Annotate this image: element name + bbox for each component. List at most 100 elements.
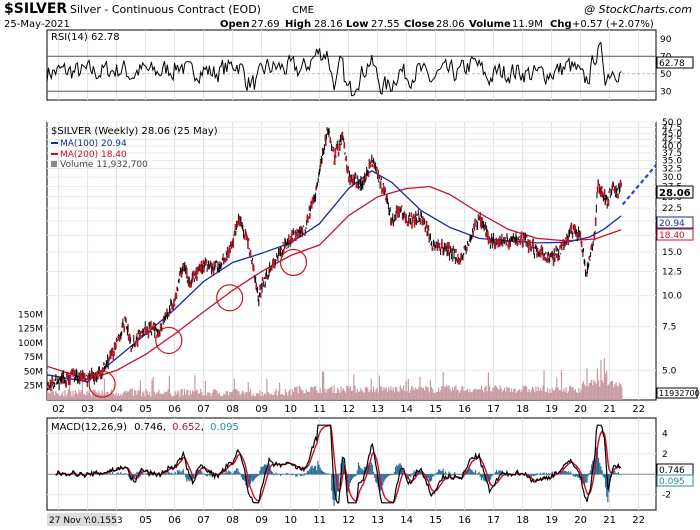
price-bar-red	[150, 321, 152, 329]
macd-x-tick-label: 20	[574, 515, 587, 526]
macd-hist-bar	[615, 473, 617, 475]
price-bar-red	[303, 233, 306, 236]
price-bar-red	[71, 369, 73, 374]
price-bar-red	[80, 370, 82, 381]
volume-bar	[495, 386, 498, 400]
volume-bar	[604, 373, 607, 400]
macd-hist-bar	[580, 474, 582, 479]
price-bar-red	[67, 379, 70, 386]
price-bar-red	[172, 305, 175, 310]
volume-bar	[163, 393, 165, 400]
volume-bar	[454, 386, 456, 400]
macd-y-tick: 4	[662, 429, 668, 439]
volume-bar	[428, 392, 430, 400]
volume-bar	[181, 388, 183, 400]
price-bar-red	[187, 278, 190, 287]
volume-bar	[274, 391, 276, 400]
volume-bar	[522, 385, 524, 400]
volume-bar	[301, 389, 303, 400]
price-bar-red	[527, 245, 530, 254]
volume-bar	[555, 387, 557, 400]
macd-hist-bar	[299, 474, 302, 477]
macd-hist-bar	[591, 464, 593, 475]
volume-bar	[194, 375, 196, 400]
price-y-tick: 22.5	[662, 204, 682, 214]
volume-bar	[453, 390, 455, 400]
rsi-y-tick: 30	[660, 87, 672, 97]
macd-hist-bar	[167, 470, 169, 475]
price-bar-red	[147, 327, 149, 333]
volume-bar	[285, 392, 288, 400]
volume-bar	[345, 392, 347, 400]
price-bar-red	[597, 179, 600, 187]
macd-hist-bar	[359, 465, 361, 475]
price-bar-red	[560, 242, 563, 248]
volume-bar	[533, 388, 535, 400]
volume-bar	[248, 392, 251, 400]
macd-hist-bar	[270, 470, 273, 475]
rsi-y-tick: 90	[660, 35, 672, 45]
price-bar-red	[83, 373, 86, 380]
macd-hist-bar	[548, 472, 550, 475]
macd-hist-bar	[265, 464, 267, 475]
price-bar-red	[136, 338, 139, 347]
volume-bar	[414, 387, 416, 400]
price-bar-red	[520, 231, 523, 239]
volume-bar	[530, 390, 532, 400]
price-bar-red	[422, 222, 425, 226]
brand-logo: @ StockCharts.com	[584, 3, 692, 16]
svg-text:MACD(12,26,9) 0.746,: MACD(12,26,9) 0.746, 0.652, 0.095	[51, 422, 239, 433]
macd-hist-bar	[430, 474, 433, 481]
macd-hist-bar	[486, 474, 488, 483]
volume-bar	[203, 395, 205, 400]
volume-bar	[497, 388, 499, 400]
price-bar-red	[202, 260, 205, 265]
price-bar-red	[354, 174, 357, 179]
macd-hist-bar	[208, 474, 210, 475]
volume-bar	[411, 385, 413, 400]
macd-hist-bar	[111, 472, 114, 475]
price-bar-red	[508, 241, 510, 250]
macd-hist-bar	[147, 474, 150, 477]
volume-bar	[488, 386, 491, 400]
volume-bar	[471, 391, 473, 400]
macd-hist-bar	[317, 460, 319, 475]
volume-bar	[556, 377, 558, 400]
macd-hist-bar	[169, 473, 172, 475]
volume-bar	[289, 389, 291, 400]
price-bar-red	[479, 212, 482, 220]
macd-hist-bar	[497, 472, 499, 475]
price-y-tick: 45.0	[662, 129, 682, 139]
macd-hist-bar	[565, 471, 567, 475]
price-bar-red	[180, 271, 183, 278]
volume-bar	[507, 387, 509, 400]
volume-bar	[520, 391, 522, 400]
volume-bar	[602, 382, 604, 400]
price-bar-red	[385, 196, 388, 202]
volume-bar	[501, 391, 503, 400]
volume-bar	[281, 393, 283, 400]
price-bar-red	[536, 253, 538, 258]
price-bar-red	[116, 339, 118, 342]
price-bar-red	[124, 317, 127, 322]
price-bar-red	[601, 187, 603, 189]
price-bar-red	[466, 246, 468, 252]
macd-hist-bar	[611, 472, 614, 475]
grid-lines	[47, 30, 656, 510]
volume-bar	[527, 391, 529, 400]
price-bar-red	[198, 264, 201, 271]
macd-hist-bar	[320, 469, 322, 475]
price-tags: 28.06 20.94 18.40 11932700	[656, 185, 700, 399]
price-bar-red	[185, 268, 188, 279]
price-y-tick: 40.0	[662, 142, 682, 152]
macd-x-tick-label: 10	[284, 515, 297, 526]
price-bar-red	[319, 159, 322, 167]
macd-title-prefix: MACD(12,26,9)	[51, 422, 127, 433]
macd-hist-bar	[136, 471, 138, 475]
macd-hist-bar	[310, 466, 312, 475]
macd-hist-bar	[168, 472, 170, 475]
macd-hist-bar	[191, 474, 194, 483]
volume-bar	[123, 391, 125, 400]
macd-hist-bar	[332, 474, 334, 500]
volume-bar	[167, 389, 169, 400]
